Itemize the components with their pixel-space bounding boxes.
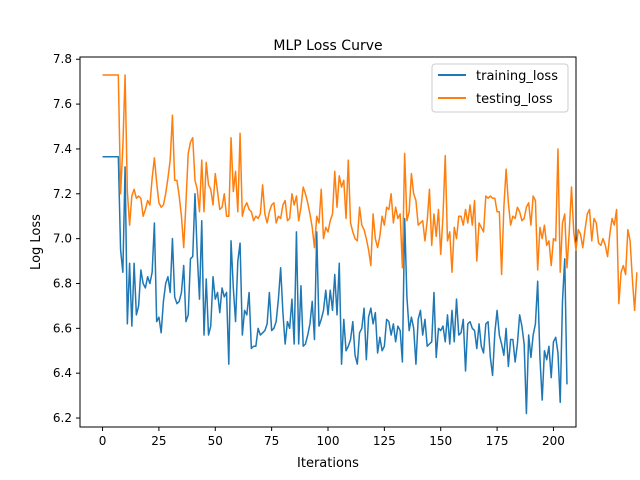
legend-label-testing: testing_loss	[476, 92, 553, 107]
y-tick-label: 7.2	[53, 187, 72, 201]
y-tick-label: 7.4	[53, 142, 72, 156]
y-tick-label: 7.6	[53, 97, 72, 111]
y-tick-label: 7.0	[53, 232, 72, 246]
x-tick-label: 200	[542, 434, 565, 448]
x-tick-label: 100	[317, 434, 340, 448]
x-tick-label: 125	[373, 434, 396, 448]
testing-loss-line	[102, 74, 638, 312]
x-tick-label: 75	[264, 434, 279, 448]
chart-title: MLP Loss Curve	[273, 38, 382, 54]
series-layer	[102, 74, 638, 415]
y-tick-label: 6.2	[53, 411, 72, 425]
x-tick-label: 50	[208, 434, 223, 448]
y-axis: 6.2 6.4 6.6 6.8 7.0 7.2 7.4 7.6 7.8	[53, 52, 80, 425]
x-tick-label: 25	[151, 434, 166, 448]
legend-label-training: training_loss	[476, 69, 558, 84]
y-tick-label: 6.6	[53, 321, 72, 335]
x-axis-label: Iterations	[297, 456, 359, 471]
plot-area: 0 25 50 75 100 125 150 175 200 6.2 6.4 6.6 6.8 7.0 7.…	[53, 52, 638, 448]
y-tick-label: 7.8	[53, 52, 72, 66]
y-tick-label: 6.4	[53, 366, 72, 380]
x-tick-label: 0	[99, 434, 107, 448]
x-axis: 0 25 50 75 100 125 150 175 200	[99, 427, 565, 448]
x-tick-label: 175	[486, 434, 509, 448]
legend: training_loss testing_loss	[431, 63, 569, 113]
y-axis-label: Log Loss	[29, 214, 44, 270]
training-loss-line	[102, 156, 568, 415]
y-tick-label: 6.8	[53, 276, 72, 290]
x-tick-label: 150	[429, 434, 452, 448]
